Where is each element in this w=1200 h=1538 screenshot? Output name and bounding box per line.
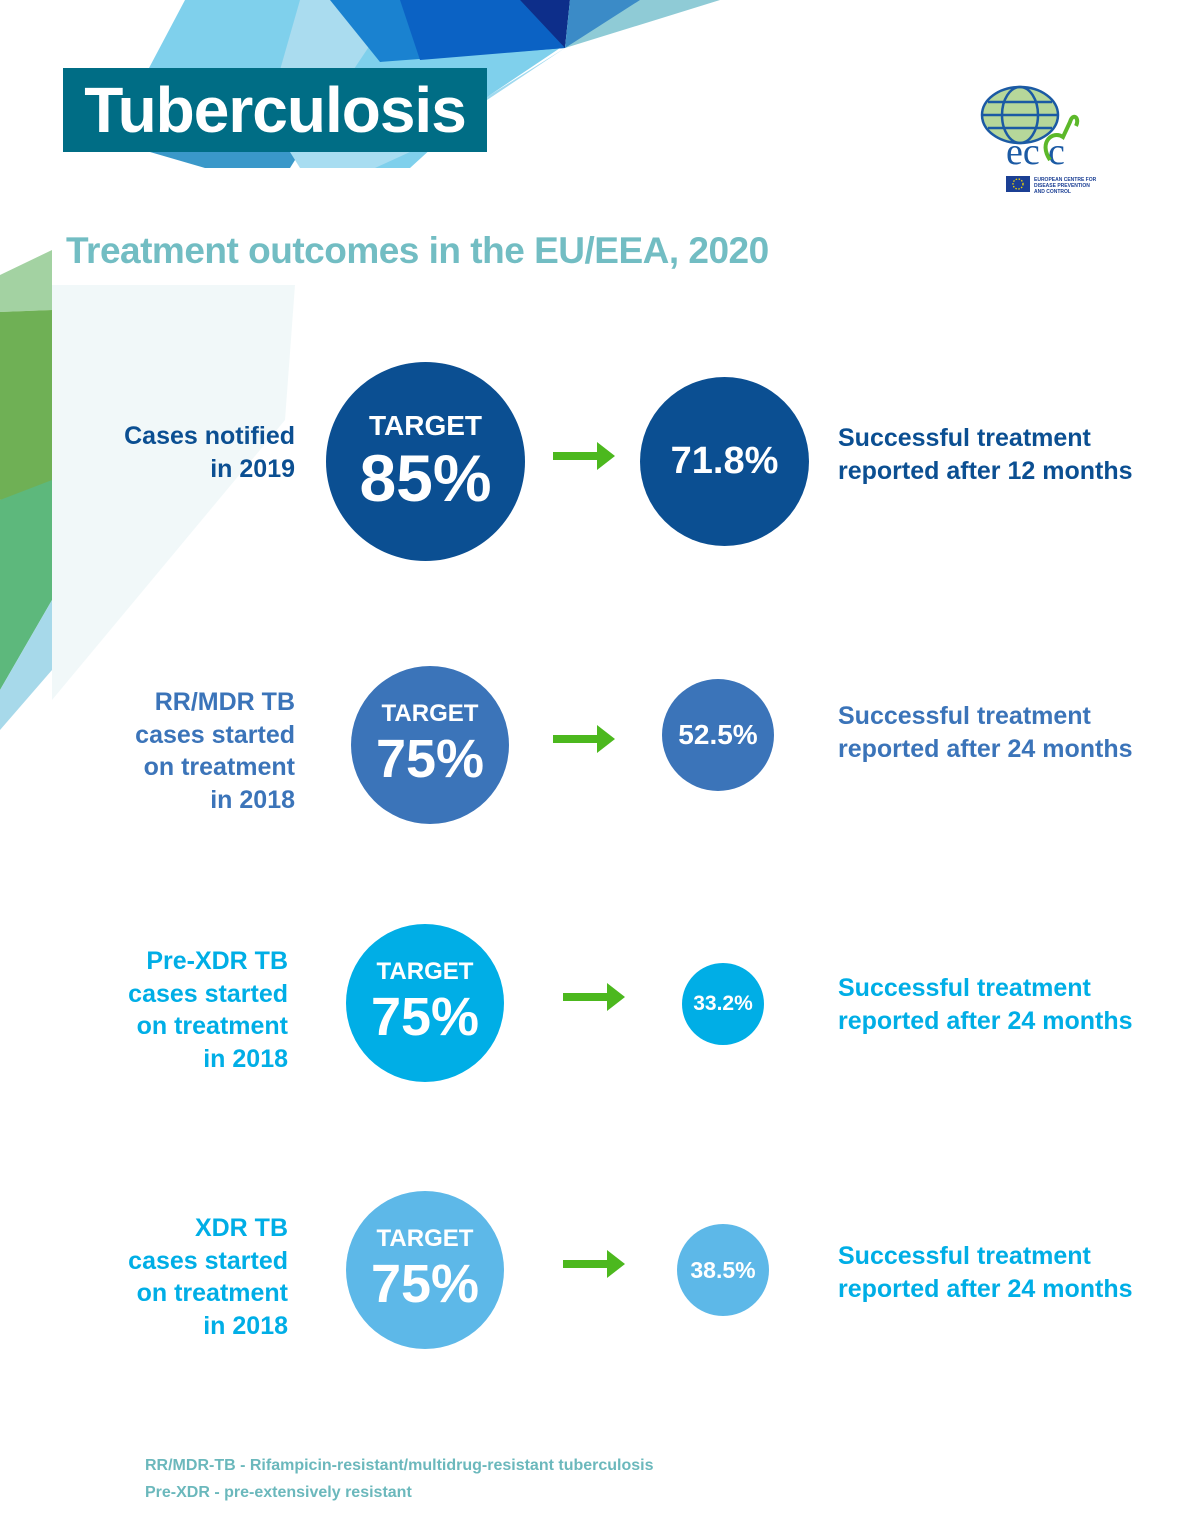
row-label-cases-notified: Cases notified in 2019 [124,422,295,483]
footnote: Pre-XDR - pre-extensively resistant [145,1484,412,1501]
outcome-text: Successful treatment reported after 24 m… [838,1242,1133,1303]
svg-text:DISEASE PREVENTION: DISEASE PREVENTION [1034,183,1090,189]
outcome-text: Successful treatment reported after 12 m… [838,424,1133,485]
target-label: TARGET [376,958,474,985]
row-label-pre-xdr-tb: Pre-XDR TB cases started on treatment in… [128,947,288,1073]
svg-text:EUROPEAN CENTRE FOR: EUROPEAN CENTRE FOR [1034,177,1097,183]
target-value: 75% [375,729,485,789]
result-circle: 52.5% [662,679,774,791]
arrow-right-icon [563,1250,625,1278]
arrow-right-icon [563,983,625,1011]
ecdc-logo: ec c EUROPEAN CENTRE FOR DISEASE PREVENT… [980,85,1097,195]
arrow-right-icon [553,725,615,753]
row-label-rr-mdr-tb: RR/MDR TB cases started on treatment in … [135,688,295,814]
footnote: RR/MDR-TB - Rifampicin-resistant/multidr… [145,1457,654,1474]
svg-text:AND CONTROL: AND CONTROL [1034,189,1071,195]
outcome-text: Successful treatment reported after 24 m… [838,974,1133,1035]
arrow-right-icon [553,442,615,470]
target-label: TARGET [376,1225,474,1252]
result-circle: 33.2% [682,963,764,1045]
outcome-text: Successful treatment reported after 24 m… [838,702,1133,763]
result-circle: 38.5% [677,1224,769,1316]
target-circle: TARGET 75% [346,1191,504,1349]
page-title: Tuberculosis [63,68,487,152]
target-circle: TARGET 75% [346,924,504,1082]
target-label: TARGET [381,700,479,727]
target-label: TARGET [368,409,483,441]
result-circle: 71.8% [640,377,809,546]
svg-text:c: c [1048,131,1065,173]
target-value: 75% [370,987,480,1047]
row-label-xdr-tb: XDR TB cases started on treatment in 201… [128,1214,288,1340]
section-title: Treatment outcomes in the EU/EEA, 2020 [66,230,769,271]
target-value: 85% [359,440,492,515]
target-circle: TARGET 85% [326,362,525,561]
svg-text:ec: ec [1006,131,1040,173]
target-circle: TARGET 75% [351,666,509,824]
target-value: 75% [370,1254,480,1314]
